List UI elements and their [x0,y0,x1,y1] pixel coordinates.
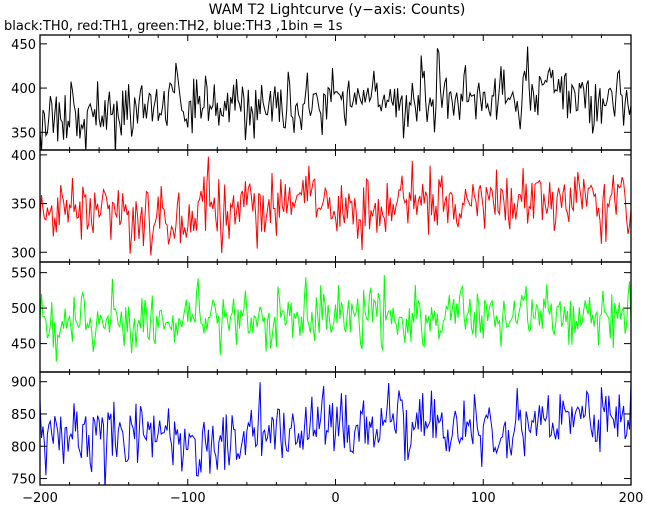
panel-th2: 450 500 550 [11,261,632,373]
x-axis: −200 −100 0 100 200 [22,491,643,505]
series-th3-line [40,381,631,485]
series-th2-line [40,274,631,362]
y-tick-label: 900 [11,376,36,391]
y-tick-label: 500 [11,302,36,317]
y-tick-label: 350 [11,126,36,141]
series-th1-line [40,156,631,256]
x-tick-label: 100 [471,491,496,505]
x-tick-label: 0 [331,491,339,505]
y-tick-label: 750 [11,473,36,488]
panels-group: 350 400 450 300 350 400 450 500 550 750 800 850 900 [11,34,632,488]
x-tick-label: 200 [619,491,644,505]
x-tick-label: −200 [22,491,58,505]
panel-th1: 300 350 400 [11,149,632,263]
y-tick-label: 450 [11,338,36,353]
y-tick-label: 400 [11,82,36,97]
panel-th0: 350 400 450 [11,34,632,151]
y-tick-label: 350 [11,198,36,213]
chart-subtitle: black:TH0, red:TH1, green:TH2, blue:TH3 … [4,19,343,34]
panel-frame [39,149,632,263]
y-tick-label: 300 [11,246,36,261]
y-tick-label: 400 [11,149,36,164]
x-tick-label: −100 [170,491,206,505]
y-tick-label: 850 [11,408,36,423]
y-tick-label: 450 [11,38,36,53]
y-tick-label: 800 [11,440,36,455]
panel-th3: 750 800 850 900 [11,371,632,488]
series-th0-line [40,46,631,150]
chart-title: WAM T2 Lightcurve (y−axis: Counts) [209,2,466,18]
panel-frame [39,261,632,373]
y-tick-label: 550 [11,267,36,282]
